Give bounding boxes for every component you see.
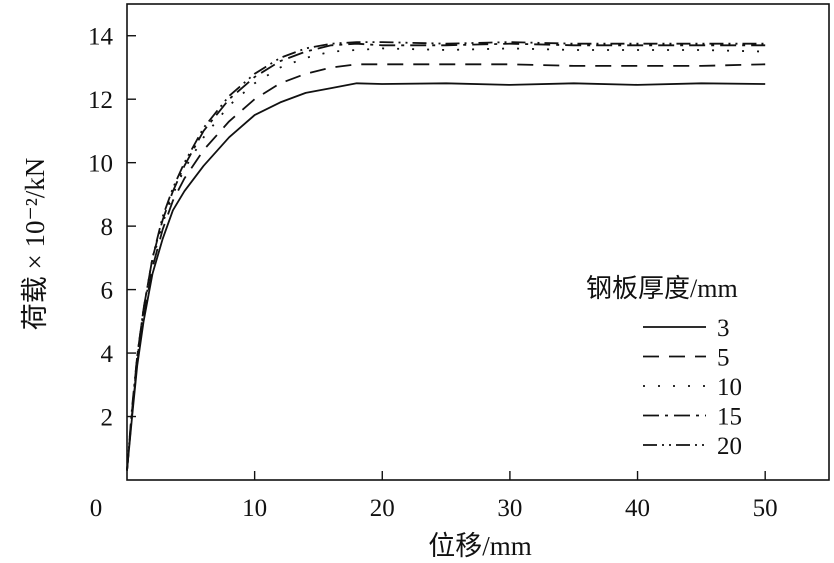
x-tick-label: 0 [90, 495, 103, 522]
legend-label-10: 10 [717, 374, 742, 401]
legend-label-5: 5 [717, 345, 730, 372]
y-tick-label: 4 [101, 341, 114, 368]
legend-label-3: 3 [717, 315, 730, 342]
series-line-5 [126, 63, 766, 471]
y-tick-label: 12 [88, 87, 113, 114]
x-tick-label: 10 [242, 495, 267, 522]
plot-frame [126, 3, 830, 481]
x-tick-label: 30 [497, 495, 522, 522]
series-line-3 [126, 82, 766, 471]
x-tick-label: 50 [753, 495, 778, 522]
x-tick-label: 20 [370, 495, 395, 522]
y-tick-label: 2 [101, 405, 114, 432]
y-axis-title: 荷载 × 10⁻²/kN [20, 158, 50, 331]
y-tick-label: 14 [88, 24, 114, 51]
x-tick-label: 40 [625, 495, 650, 522]
series-line-15 [126, 42, 766, 471]
legend-label-15: 15 [717, 404, 742, 431]
series-line-10 [126, 47, 766, 471]
y-tick-label: 6 [101, 278, 114, 305]
x-axis-title: 位移/mm [428, 531, 532, 561]
y-tick-label: 10 [88, 151, 113, 178]
legend-title: 钢板厚度/mm [586, 274, 738, 303]
axes [126, 3, 830, 481]
y-tick-label: 8 [101, 214, 114, 241]
ticks: 0 10 20 30 40 50 2 4 6 8 10 12 14 [88, 24, 778, 522]
series-lines [126, 41, 766, 471]
legend-label-20: 20 [717, 433, 742, 460]
